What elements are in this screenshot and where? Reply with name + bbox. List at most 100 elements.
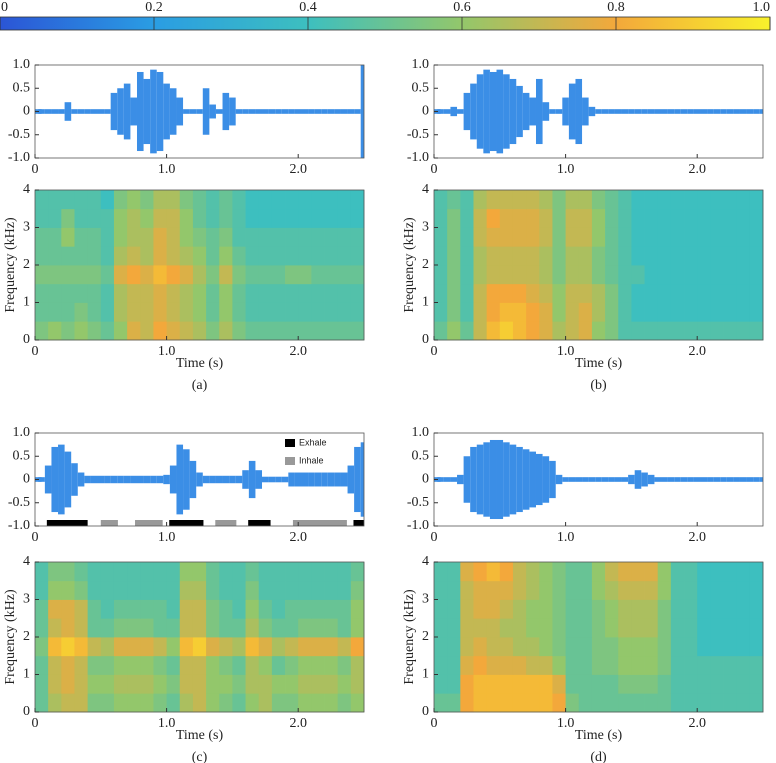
heatmap-cell xyxy=(578,674,593,694)
heatmap-cell xyxy=(74,562,89,582)
heatmap-cell xyxy=(140,246,154,266)
heatmap-cell xyxy=(324,265,339,285)
heatmap-cell xyxy=(48,265,62,285)
heatmap-cell xyxy=(736,562,751,582)
waveform-envelope xyxy=(90,475,98,484)
waveform-envelope xyxy=(196,109,203,114)
heatmap-cell xyxy=(245,580,260,600)
heatmap-cell xyxy=(192,618,207,638)
waveform-envelope xyxy=(77,109,85,114)
heatmap-cell xyxy=(35,283,49,303)
heatmap-cell xyxy=(179,562,194,582)
heatmap-cell xyxy=(61,655,75,675)
heatmap-cell xyxy=(219,693,233,713)
heatmap-cell xyxy=(526,637,540,657)
heatmap-cell xyxy=(499,246,514,266)
heatmap-cell xyxy=(100,599,115,619)
heatmap-cell xyxy=(153,637,167,657)
heatmap-cell xyxy=(258,321,273,341)
heatmap-cell xyxy=(578,562,593,582)
heatmap-cell xyxy=(245,302,260,322)
waveform-envelope xyxy=(568,477,576,482)
heatmap-cell xyxy=(578,302,593,322)
waveform-envelope xyxy=(183,449,190,510)
y-tick-label: 1.0 xyxy=(13,425,31,440)
heatmap-cell xyxy=(644,562,659,582)
heatmap-cell xyxy=(447,655,461,675)
heatmap-cell xyxy=(605,562,619,582)
waveform-envelope xyxy=(489,439,497,520)
heatmap-cell xyxy=(578,265,593,285)
heatmap-cell xyxy=(473,637,488,657)
waveform-envelope xyxy=(529,451,536,508)
heatmap-cell xyxy=(153,208,167,228)
heatmap-cell xyxy=(447,246,461,266)
heatmap-cell xyxy=(311,599,325,619)
heatmap-cell xyxy=(697,190,711,210)
heatmap-cell xyxy=(539,302,553,322)
heatmap-cell xyxy=(736,693,751,713)
heatmap-cell xyxy=(723,265,738,285)
heatmap-cell xyxy=(258,674,273,694)
heatmap-cell xyxy=(631,227,645,247)
waveform-envelope xyxy=(483,442,490,517)
heatmap-cell xyxy=(749,190,764,210)
y-tick-label: 0 xyxy=(23,472,30,487)
heatmap-cell xyxy=(219,321,233,341)
y-tick-label: 1 xyxy=(422,295,429,310)
heatmap-cell xyxy=(166,246,181,266)
heatmap-cell xyxy=(258,693,273,713)
heatmap-cell xyxy=(113,190,128,210)
heatmap-cell xyxy=(337,637,352,657)
heatmap-cell xyxy=(618,655,632,675)
heatmap-cell xyxy=(219,246,233,266)
heatmap-cell xyxy=(48,208,62,228)
heatmap-cell xyxy=(591,655,606,675)
heatmap-cell xyxy=(473,674,488,694)
heatmap-cell xyxy=(460,246,474,266)
heatmap-cell xyxy=(166,580,181,600)
heatmap-cell xyxy=(48,321,62,341)
heatmap-cell xyxy=(285,637,299,657)
heatmap-cell xyxy=(657,190,672,210)
heatmap-cell xyxy=(447,227,461,247)
waveform-envelope xyxy=(84,109,91,114)
waveform-envelope xyxy=(229,475,236,484)
heatmap-cell xyxy=(285,190,299,210)
heatmap-cell xyxy=(285,618,299,638)
heatmap-cell xyxy=(710,693,724,713)
heatmap-cell xyxy=(61,283,75,303)
heatmap-cell xyxy=(736,208,751,228)
y-tick-label: -1.0 xyxy=(8,518,30,533)
heatmap-cell xyxy=(512,637,527,657)
heatmap-cell xyxy=(153,265,167,285)
y-tick-label: 1.0 xyxy=(412,57,430,72)
heatmap-cell xyxy=(324,562,339,582)
waveform-envelope xyxy=(496,439,504,520)
heatmap-cell xyxy=(565,674,580,694)
panel-caption: (b) xyxy=(590,378,607,393)
heatmap-cell xyxy=(192,227,207,247)
heatmap-cell xyxy=(473,302,488,322)
heatmap-cell xyxy=(206,674,220,694)
heatmap-cell xyxy=(153,580,167,600)
heatmap-cell xyxy=(179,265,194,285)
heatmap-cell xyxy=(153,302,167,322)
heatmap-cell xyxy=(565,208,580,228)
heatmap-cell xyxy=(697,246,711,266)
heatmap-cell xyxy=(311,208,325,228)
heatmap-cell xyxy=(258,655,273,675)
x-tick-label: 2.0 xyxy=(289,344,307,359)
waveform-envelope xyxy=(601,477,609,482)
heatmap-cell xyxy=(61,674,75,694)
heatmap-cell xyxy=(192,693,207,713)
heatmap-cell xyxy=(153,674,167,694)
heatmap-cell xyxy=(670,655,685,675)
heatmap-cell xyxy=(206,227,220,247)
y-tick-label: -0.5 xyxy=(8,495,30,510)
heatmap-cell xyxy=(311,302,325,322)
waveform-envelope xyxy=(542,456,550,503)
waveform-envelope xyxy=(347,109,355,114)
heatmap-cell xyxy=(350,674,365,694)
waveform-envelope xyxy=(169,88,177,135)
